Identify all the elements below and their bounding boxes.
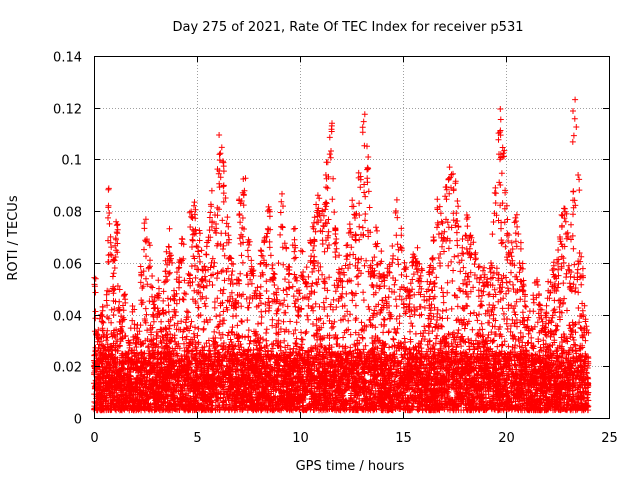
x-tick-label: 20 bbox=[498, 431, 515, 446]
y-tick-label: 0.14 bbox=[53, 51, 82, 66]
y-tick-label: 0.06 bbox=[53, 258, 82, 273]
x-tick-label: 0 bbox=[90, 431, 98, 446]
x-tick-label: 10 bbox=[292, 431, 309, 446]
y-tick-label: 0.04 bbox=[53, 310, 82, 325]
chart-title: Day 275 of 2021, Rate Of TEC Index for r… bbox=[173, 20, 524, 35]
series-markers bbox=[91, 96, 592, 414]
y-tick-label: 0 bbox=[74, 413, 82, 428]
axis-tick-labels: 0 5 10 15 20 25 0 0.02 0.04 0.06 0.08 0.1 0.12 0.14 bbox=[53, 51, 618, 447]
x-tick-label: 15 bbox=[395, 431, 412, 446]
y-tick-label: 0.02 bbox=[53, 361, 82, 376]
y-tick-label: 0.08 bbox=[53, 206, 82, 221]
x-tick-label: 5 bbox=[193, 431, 201, 446]
x-tick-label: 25 bbox=[601, 431, 618, 446]
data-points bbox=[91, 96, 592, 414]
y-axis-label: ROTI / TECUs bbox=[6, 195, 21, 280]
plot-frame bbox=[94, 56, 610, 419]
x-axis-label: GPS time / hours bbox=[296, 459, 405, 474]
y-tick-label: 0.1 bbox=[61, 154, 82, 169]
y-tick-label: 0.12 bbox=[53, 103, 82, 118]
